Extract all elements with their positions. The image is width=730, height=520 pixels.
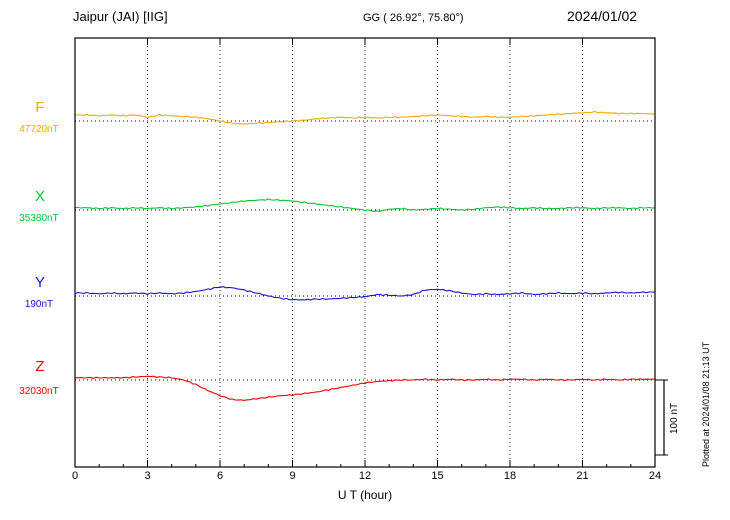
channel-baseline-Y: 190nT — [24, 299, 54, 310]
trace-Y — [74, 286, 656, 301]
x-tick-label: 3 — [144, 470, 151, 482]
channel-letter-Y: Y — [34, 274, 45, 291]
plot-timestamp-note: Plotted at 2024/01/08 21:13 UT — [701, 341, 711, 467]
x-tick-label: 24 — [648, 470, 662, 482]
traces — [74, 110, 656, 401]
x-tick-label: 9 — [289, 470, 296, 482]
channel-baseline-X: 35380nT — [19, 213, 59, 224]
station-title: Jaipur (JAI) [IIG] — [73, 9, 168, 24]
x-axis-label: U T (hour) — [337, 488, 393, 502]
x-tick-label: 6 — [216, 470, 224, 482]
gridlines — [147, 38, 583, 467]
channel-baseline-Z: 32030nT — [19, 386, 59, 397]
x-tick-label: 12 — [358, 470, 372, 482]
channel-baseline-F: 47720nT — [19, 124, 59, 135]
channel-letter-Z: Z — [35, 358, 45, 375]
observation-date: 2024/01/02 — [567, 8, 638, 24]
geo-coordinates: GG ( 26.92°, 75.80°) — [363, 12, 464, 24]
trace-Z — [74, 375, 656, 401]
x-tick-label: 18 — [503, 470, 517, 482]
scale-bar-label: 100 nT — [669, 402, 680, 434]
x-tick-label: 21 — [576, 470, 589, 482]
trace-F — [74, 110, 656, 125]
channel-letter-F: F — [35, 99, 45, 116]
scale-bar — [655, 379, 668, 456]
x-tick-label: 15 — [431, 470, 444, 482]
trace-X — [74, 198, 656, 212]
baselines — [75, 120, 655, 381]
x-tick-label: 0 — [71, 470, 79, 482]
axis-tick-marks — [74, 38, 656, 467]
channel-letter-X: X — [34, 188, 45, 205]
